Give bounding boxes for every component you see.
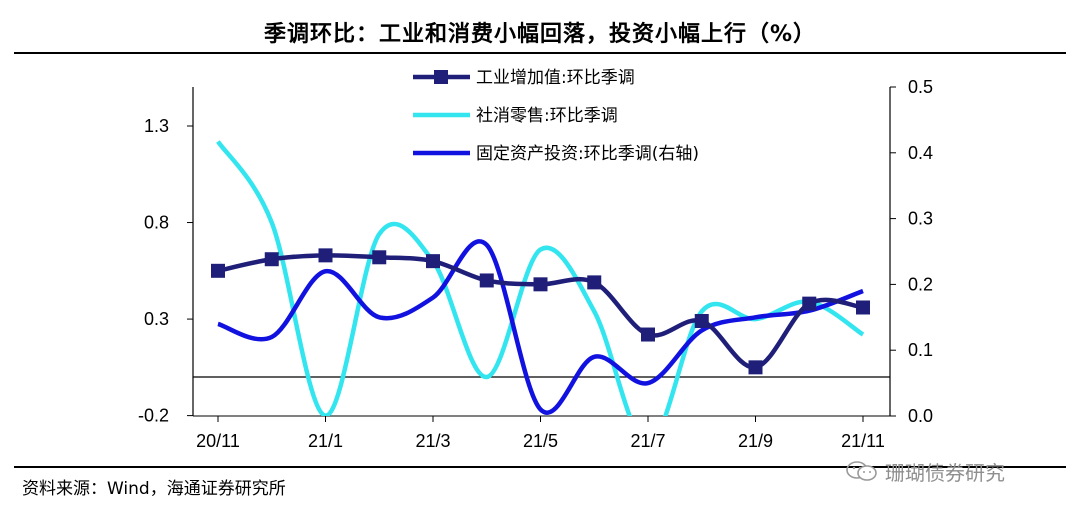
x-tick-label: 20/11: [196, 431, 240, 451]
series-marker-0: [587, 275, 602, 290]
left-tick-label: 1.3: [144, 116, 169, 136]
x-tick-label: 21/9: [738, 431, 773, 451]
left-tick-label: -0.2: [138, 406, 169, 426]
series-line-0: [217, 253, 864, 370]
left-tick-label: 0.8: [144, 213, 169, 233]
x-tick-label: 21/11: [841, 431, 885, 451]
series-marker-0: [372, 250, 387, 265]
source-divider: [14, 466, 1066, 468]
legend-label-1: 社消零售:环比季调: [476, 106, 618, 126]
series-marker-0: [318, 248, 333, 263]
left-tick-label: 0.3: [144, 309, 169, 329]
series-line-2: [217, 239, 864, 415]
right-tick-label: 0.2: [908, 274, 933, 294]
series-line-1: [216, 140, 865, 416]
series-marker-0: [641, 327, 655, 342]
chart-title-bar: 季调环比：工业和消费小幅回落，投资小幅上行（%）: [14, 12, 1066, 54]
source-note: 资料来源：Wind，海通证券研究所: [22, 479, 286, 499]
watermark: 珊瑚债券研究: [845, 458, 1005, 485]
right-tick-label: 0.1: [908, 340, 933, 360]
chart-title: 季调环比：工业和消费小幅回落，投资小幅上行（%）: [263, 22, 817, 47]
series-marker-0: [211, 263, 225, 278]
wechat-icon: [846, 461, 877, 481]
x-tick-label: 21/1: [308, 431, 343, 451]
series-marker-0: [426, 254, 440, 269]
series-marker-0: [802, 296, 817, 311]
right-tick-label: 0.0: [908, 406, 933, 426]
x-tick-label: 21/5: [523, 431, 558, 451]
watermark-text: 珊瑚债券研究: [885, 460, 1005, 485]
series-marker-0: [694, 314, 709, 329]
legend-marker-0: [434, 70, 448, 84]
legend-label-0: 工业增加值:环比季调: [476, 68, 635, 88]
x-tick-label: 21/3: [415, 431, 450, 451]
right-tick-label: 0.5: [908, 77, 933, 97]
series-marker-0: [479, 273, 494, 288]
right-tick-label: 0.4: [908, 143, 933, 163]
series-marker-0: [533, 277, 548, 292]
x-tick-label: 21/7: [630, 431, 665, 451]
legend-label-2: 固定资产投资:环比季调(右轴): [476, 144, 699, 164]
right-tick-label: 0.3: [908, 209, 933, 229]
series-marker-0: [856, 300, 870, 315]
series-marker-0: [264, 252, 279, 267]
series-marker-0: [748, 360, 763, 375]
